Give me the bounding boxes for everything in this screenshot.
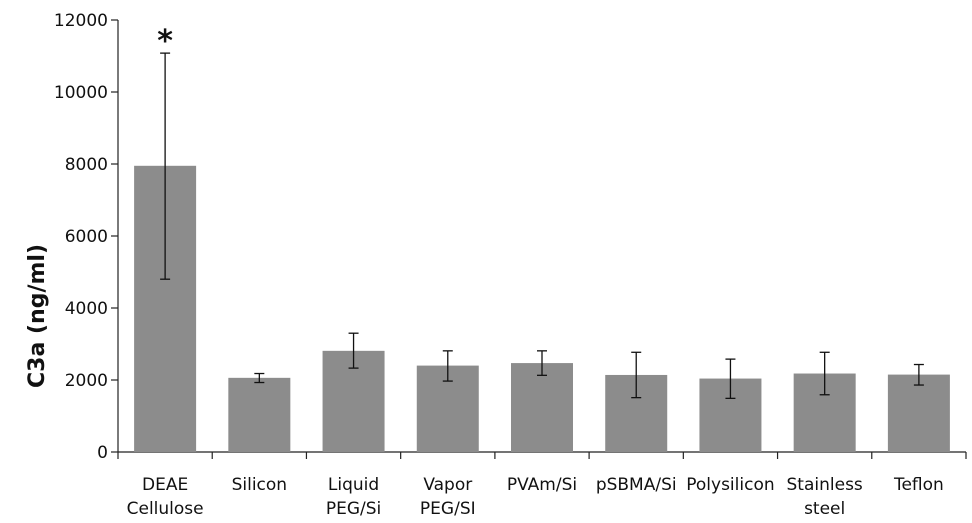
annotations: * — [157, 24, 173, 59]
category-label-line: PEG/SI — [420, 499, 476, 519]
category-label-line: DEAE — [142, 475, 188, 495]
category-label: Liquid PEG/Si — [326, 475, 381, 519]
category-label: Teflon — [893, 475, 944, 495]
category-label-line: Teflon — [893, 475, 944, 495]
category-label-line: Vapor — [423, 475, 472, 495]
category-label: Polysilicon — [686, 475, 774, 495]
category-label-line: Silicon — [232, 475, 287, 495]
bars — [134, 165, 950, 453]
category-label: Vapor PEG/SI — [420, 475, 476, 519]
category-label-line: PEG/Si — [326, 499, 381, 519]
y-tick-label: 4000 — [65, 299, 108, 319]
category-label-line: steel — [804, 499, 845, 519]
y-tick-label: 2000 — [65, 371, 108, 391]
y-tick-label: 0 — [97, 443, 108, 463]
y-tick-label: 6000 — [65, 227, 108, 247]
y-axis-title: C3a (ng/ml) — [25, 244, 50, 388]
category-labels: DEAE Cellulose Silicon Liquid PEG/Si Vapor PEG… — [127, 475, 944, 519]
bar — [228, 377, 291, 452]
category-label: Stainless steel — [787, 475, 863, 519]
category-label-line: Stainless — [787, 475, 863, 495]
bar — [511, 363, 573, 452]
category-label: pSBMA/Si — [596, 475, 677, 495]
category-label-line: Cellulose — [127, 499, 204, 519]
category-label: Silicon — [232, 475, 287, 495]
y-tick-label: 10000 — [54, 83, 108, 103]
y-axis: 0 2000 4000 6000 8000 10000 12000 — [54, 11, 119, 463]
y-tick-label: 8000 — [65, 155, 108, 175]
category-label: DEAE Cellulose — [127, 475, 204, 519]
x-axis — [117, 451, 967, 459]
error-bars — [160, 52, 924, 400]
bar — [887, 374, 950, 452]
category-label-line: PVAm/Si — [507, 475, 577, 495]
category-label-line: pSBMA/Si — [596, 475, 677, 495]
y-tick-label: 12000 — [54, 11, 108, 31]
category-label: PVAm/Si — [507, 475, 577, 495]
category-label-line: Liquid — [328, 475, 379, 495]
category-label-line: Polysilicon — [686, 475, 774, 495]
significance-mark: * — [157, 24, 173, 59]
